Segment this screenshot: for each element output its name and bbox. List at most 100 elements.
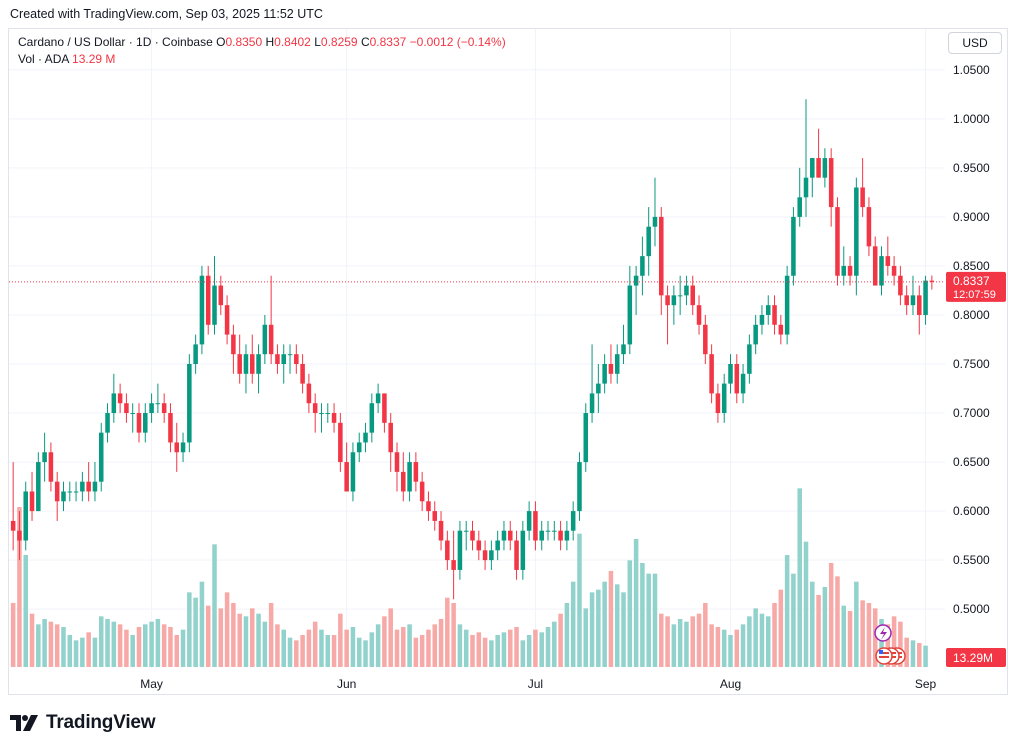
candle xyxy=(822,148,828,188)
volume-bar xyxy=(105,619,110,667)
candle xyxy=(872,236,878,286)
candle xyxy=(231,324,236,374)
candle-body xyxy=(54,481,60,502)
volume-bar xyxy=(482,637,488,667)
time-axis: May Jun Jul Aug Sep xyxy=(140,677,936,691)
volume-bar xyxy=(501,632,507,667)
volume-value: 13.29 M xyxy=(72,52,116,66)
volume-bar xyxy=(879,619,884,667)
volume-bar xyxy=(872,608,878,667)
candle xyxy=(92,462,98,502)
candle xyxy=(520,520,526,580)
candle xyxy=(608,344,614,384)
candle-body xyxy=(10,520,16,531)
candle xyxy=(161,393,167,423)
candle xyxy=(394,442,400,492)
volume-bar xyxy=(426,629,431,667)
volume-bar xyxy=(419,635,425,667)
candle xyxy=(564,520,570,551)
volume-bar xyxy=(268,603,274,667)
candle-body xyxy=(117,393,123,404)
close-value: 0.8337 xyxy=(369,35,407,49)
volume-bar xyxy=(237,613,242,667)
candle xyxy=(463,520,469,551)
candle-body xyxy=(375,393,381,404)
candle xyxy=(709,344,714,404)
candle xyxy=(42,432,47,482)
candle-body xyxy=(872,246,878,286)
close-label: C xyxy=(360,35,370,49)
candle-body xyxy=(98,432,104,482)
candle-body xyxy=(879,256,884,286)
volume-bar xyxy=(407,624,412,667)
candle xyxy=(243,344,249,394)
candle xyxy=(199,265,205,355)
volume-bar xyxy=(816,595,821,667)
volume-bar xyxy=(149,621,154,667)
volume-bar xyxy=(495,635,500,667)
volume-bar xyxy=(319,629,324,667)
volume-bar xyxy=(646,573,651,667)
candle-body xyxy=(212,285,217,325)
candle xyxy=(885,236,891,276)
candle xyxy=(917,285,922,335)
candle-body xyxy=(382,393,387,423)
volume-bar xyxy=(709,624,714,667)
candle-body xyxy=(520,530,526,570)
candle-body xyxy=(696,305,702,325)
high-value: 0.8402 xyxy=(274,35,311,49)
candle xyxy=(489,540,494,570)
candle xyxy=(470,520,475,551)
price-badge-countdown: 12:07:59 xyxy=(953,289,996,301)
volume-bar xyxy=(589,592,595,667)
candle-body xyxy=(917,295,922,315)
high-label: H xyxy=(265,35,275,49)
volume-bar xyxy=(36,624,41,667)
candle xyxy=(841,246,847,286)
volume-bar xyxy=(48,621,54,667)
candle xyxy=(419,471,425,512)
x-tick-label: Aug xyxy=(720,677,741,691)
candle-body xyxy=(394,452,400,472)
volume-bar xyxy=(445,597,450,667)
candle-body xyxy=(507,530,513,541)
volume-bar xyxy=(803,541,809,667)
volume-bar xyxy=(860,600,865,667)
candle xyxy=(526,501,532,541)
candle xyxy=(193,334,198,374)
candle xyxy=(105,403,110,443)
volume-bar xyxy=(325,635,331,667)
volume-bars xyxy=(10,488,928,667)
candle xyxy=(866,197,872,257)
currency-button[interactable]: USD xyxy=(948,32,1002,54)
candle-body xyxy=(665,295,670,306)
candle xyxy=(476,530,482,561)
volume-bar xyxy=(92,637,98,667)
volume-bar xyxy=(904,637,909,667)
candle xyxy=(224,295,230,345)
volume-bar xyxy=(136,627,142,667)
candle xyxy=(249,334,255,384)
candle xyxy=(363,422,368,453)
candle-body xyxy=(577,462,582,512)
candle-body xyxy=(797,197,802,217)
candle-body xyxy=(29,491,35,512)
candle xyxy=(784,265,790,345)
candle xyxy=(29,471,35,521)
y-tick-label: 0.8000 xyxy=(953,308,990,322)
tradingview-logo[interactable]: TradingView xyxy=(10,712,156,734)
candle xyxy=(117,383,123,414)
candle-body xyxy=(325,413,331,415)
candle xyxy=(130,403,135,433)
candle xyxy=(703,314,708,364)
candle xyxy=(319,403,324,433)
candle-body xyxy=(841,265,847,276)
candle xyxy=(583,403,589,472)
candle xyxy=(671,285,677,325)
candle-body xyxy=(810,158,815,178)
candle-body xyxy=(312,403,318,414)
candle-body xyxy=(627,285,633,345)
volume-bar xyxy=(394,629,400,667)
candle xyxy=(98,422,104,492)
